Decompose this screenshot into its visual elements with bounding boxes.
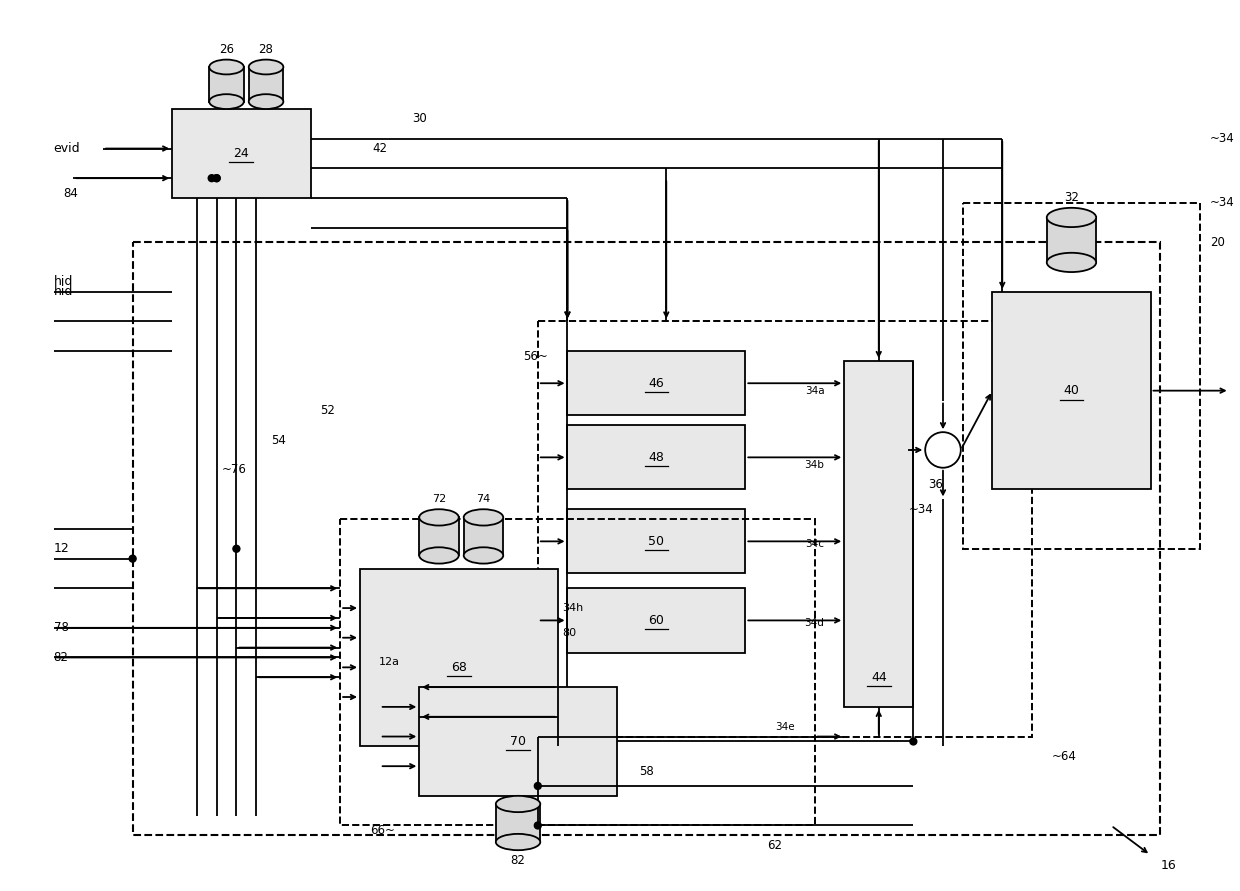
Text: ~34: ~34 — [1210, 196, 1235, 209]
Circle shape — [910, 738, 916, 745]
Text: 32: 32 — [1064, 192, 1079, 204]
Text: 44: 44 — [870, 671, 887, 683]
Text: ~34: ~34 — [909, 503, 934, 516]
Bar — [419, 687, 616, 796]
Text: ~64: ~64 — [1052, 750, 1076, 763]
Bar — [464, 518, 503, 555]
Ellipse shape — [419, 510, 459, 526]
Text: hid: hid — [53, 285, 73, 298]
Text: 24: 24 — [233, 147, 249, 160]
Bar — [419, 518, 459, 555]
Text: 34e: 34e — [775, 722, 795, 732]
Bar — [962, 203, 1200, 549]
Text: 60: 60 — [649, 614, 665, 627]
Text: 58: 58 — [639, 764, 653, 778]
Bar — [496, 804, 541, 842]
Text: 82: 82 — [511, 854, 526, 867]
Text: 34a: 34a — [805, 386, 825, 396]
Circle shape — [213, 175, 219, 182]
Bar — [133, 242, 1161, 836]
Circle shape — [129, 555, 136, 562]
Text: 54: 54 — [272, 434, 286, 446]
Circle shape — [534, 782, 542, 789]
Text: 84: 84 — [63, 186, 78, 200]
Text: 34b: 34b — [805, 460, 825, 470]
Text: 12a: 12a — [378, 658, 399, 667]
Text: 26: 26 — [219, 43, 234, 56]
Text: 68: 68 — [451, 661, 466, 674]
Text: 30: 30 — [412, 112, 427, 126]
Bar — [538, 322, 1032, 737]
Text: 56~: 56~ — [523, 349, 548, 363]
Ellipse shape — [464, 510, 503, 526]
Text: 34d: 34d — [805, 617, 825, 628]
Circle shape — [534, 822, 542, 829]
Ellipse shape — [249, 94, 284, 109]
Text: 62: 62 — [768, 838, 782, 852]
Text: 16: 16 — [1161, 859, 1177, 871]
Ellipse shape — [496, 796, 541, 812]
Text: 42: 42 — [372, 142, 387, 155]
Ellipse shape — [419, 547, 459, 564]
Text: ~76: ~76 — [222, 463, 247, 476]
Text: 34c: 34c — [806, 539, 825, 549]
Circle shape — [208, 175, 216, 182]
Text: 52: 52 — [320, 404, 335, 417]
Ellipse shape — [1047, 253, 1096, 272]
Text: 78: 78 — [53, 621, 68, 634]
Text: 66~: 66~ — [370, 824, 394, 837]
Bar — [249, 67, 284, 102]
Circle shape — [233, 545, 239, 552]
Text: 20: 20 — [1210, 236, 1225, 249]
Bar — [568, 588, 745, 652]
Circle shape — [213, 175, 219, 182]
Text: 74: 74 — [476, 495, 491, 504]
Ellipse shape — [496, 834, 541, 850]
Text: 34h: 34h — [563, 603, 584, 613]
Ellipse shape — [210, 94, 244, 109]
Bar — [992, 292, 1151, 489]
Bar — [172, 109, 310, 198]
Bar — [568, 425, 745, 489]
Text: +: + — [937, 443, 949, 457]
Bar — [568, 351, 745, 415]
Text: 72: 72 — [432, 495, 446, 504]
Ellipse shape — [210, 60, 244, 75]
Text: 36: 36 — [929, 478, 944, 491]
Text: 48: 48 — [649, 451, 665, 464]
Ellipse shape — [464, 547, 503, 564]
Bar — [210, 67, 244, 102]
Text: evid: evid — [53, 142, 81, 155]
Ellipse shape — [249, 60, 284, 75]
Text: 70: 70 — [510, 735, 526, 748]
Text: ~34: ~34 — [1210, 132, 1235, 145]
Text: 80: 80 — [563, 628, 577, 638]
Bar — [360, 568, 558, 747]
Circle shape — [925, 432, 961, 468]
Text: 50: 50 — [649, 535, 665, 548]
Text: 82: 82 — [53, 651, 68, 664]
Text: hid: hid — [53, 275, 73, 289]
Text: 46: 46 — [649, 377, 665, 389]
Ellipse shape — [1047, 208, 1096, 227]
Text: 12: 12 — [53, 543, 69, 555]
Bar — [340, 519, 815, 825]
Bar — [844, 361, 914, 707]
Text: 28: 28 — [259, 43, 274, 56]
Text: 40: 40 — [1064, 384, 1079, 397]
Bar — [568, 510, 745, 574]
Bar — [1047, 217, 1096, 263]
